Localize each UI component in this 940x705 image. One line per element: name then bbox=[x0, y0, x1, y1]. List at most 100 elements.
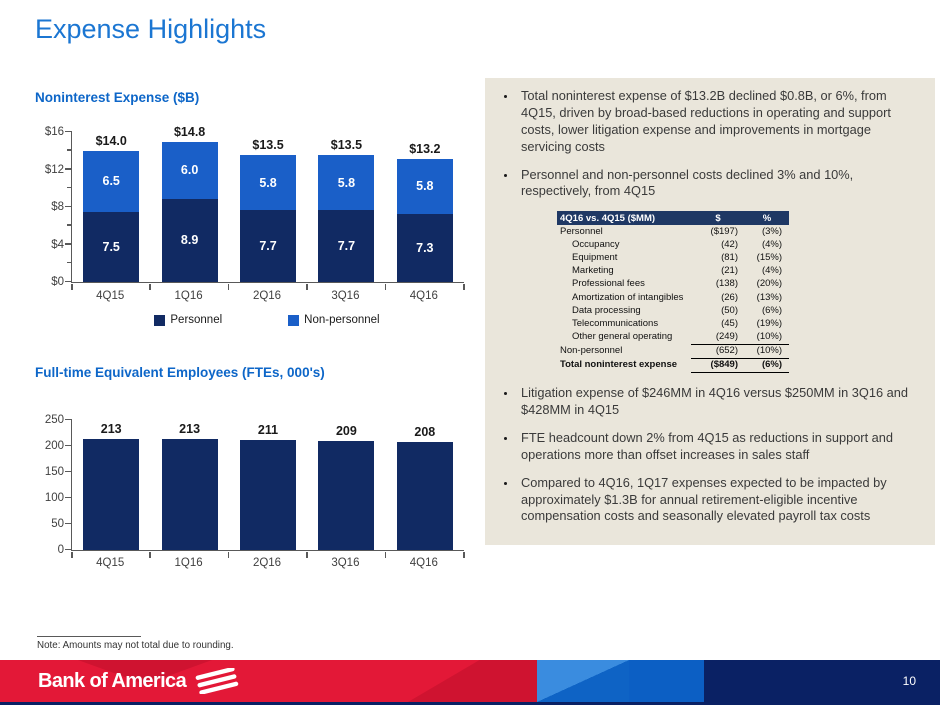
table-cell-label: Total noninterest expense bbox=[560, 359, 678, 371]
table-cell-pct: (4%) bbox=[761, 265, 782, 277]
table-cell-dollar: ($197) bbox=[710, 225, 738, 237]
legend-item-Personnel: Personnel bbox=[154, 314, 222, 326]
table-cell-dollar: (81) bbox=[721, 252, 738, 264]
table-header-pct: % bbox=[745, 211, 789, 226]
y-minor-tick-mark bbox=[67, 149, 72, 151]
bar-segment-Non-personnel: 5.8 bbox=[318, 155, 375, 210]
table-cell-pct: (19%) bbox=[756, 317, 782, 329]
y-tick-mark bbox=[65, 418, 72, 420]
y-tick-mark bbox=[65, 205, 72, 207]
bar-segment-Personnel: 8.9 bbox=[161, 198, 218, 282]
bullet-item: Compared to 4Q16, 1Q17 expenses expected… bbox=[517, 475, 919, 526]
table-cell-pct: (3%) bbox=[761, 225, 782, 237]
x-tick-label: 2Q16 bbox=[252, 290, 282, 302]
x-tick-label: 1Q16 bbox=[174, 557, 203, 569]
table-cell-label: Data processing bbox=[572, 304, 641, 316]
x-tick-mark bbox=[149, 551, 151, 558]
fte-x-axis: 4Q15 1Q16 2Q16 3Q16 4Q16 bbox=[71, 557, 463, 569]
y-tick-mark bbox=[65, 548, 72, 550]
legend-label: Non-personnel bbox=[304, 314, 380, 326]
x-tick-mark bbox=[227, 551, 230, 558]
bar-group-2Q16: $13.5 5.8 7.7 bbox=[229, 132, 307, 282]
y-tick-label: $16 bbox=[44, 126, 64, 138]
legend-swatch bbox=[154, 314, 166, 326]
table-cell-dollar: ($849) bbox=[691, 358, 745, 374]
table-row: Occupancy (42) (4%) bbox=[557, 239, 789, 252]
bar-stack: 5.8 7.7 bbox=[318, 155, 375, 282]
table-cell-label: Occupancy bbox=[572, 239, 620, 250]
bar-segment-2Q16 bbox=[240, 440, 297, 550]
x-tick-label: 4Q16 bbox=[409, 557, 438, 569]
bar-segment-Non-personnel: 6.5 bbox=[83, 150, 140, 212]
table-row: Professional fees (138) (20%) bbox=[557, 278, 789, 291]
noninterest-expense-y-axis: $0 $4 $8 $12 $16 bbox=[33, 126, 69, 288]
legend-label: Personnel bbox=[170, 314, 223, 326]
bar-segment-Non-personnel: 5.8 bbox=[240, 155, 297, 210]
table-cell-dollar: (21) bbox=[721, 265, 738, 277]
table-row: Total noninterest expense ($849) (6%) bbox=[557, 358, 789, 374]
table-cell-pct: (10%) bbox=[745, 344, 789, 359]
x-tick-mark bbox=[306, 551, 308, 558]
table-row: Non-personnel (652) (10%) bbox=[557, 344, 789, 359]
x-tick-mark bbox=[71, 551, 73, 558]
bar-segment-3Q16 bbox=[318, 441, 375, 550]
table-cell-pct: (13%) bbox=[756, 291, 782, 303]
bar-segment-Non-personnel: 5.8 bbox=[396, 159, 453, 214]
x-tick-mark bbox=[384, 551, 387, 558]
commentary-panel: Total noninterest expense of $13.2B decl… bbox=[485, 78, 935, 545]
y-minor-tick-mark bbox=[67, 186, 72, 189]
bar-group-4Q16: $13.2 5.8 7.3 bbox=[386, 132, 464, 282]
footer-blue-band-light bbox=[537, 660, 629, 702]
footnote-rule bbox=[37, 636, 141, 637]
table-cell-dollar: (50) bbox=[721, 304, 738, 316]
x-tick-mark bbox=[227, 283, 230, 290]
table-header-label: 4Q16 vs. 4Q15 ($MM) bbox=[557, 211, 691, 226]
x-tick-label: 2Q16 bbox=[252, 557, 282, 569]
table-cell-pct: (10%) bbox=[745, 330, 789, 345]
bar-value-label: 208 bbox=[414, 424, 436, 439]
bar-stack: 6.5 7.5 bbox=[83, 150, 140, 282]
bar-segment-4Q16 bbox=[396, 441, 453, 550]
x-tick-label: 1Q16 bbox=[174, 290, 203, 302]
table-header-dollar: $ bbox=[691, 211, 745, 226]
bar-segment-Personnel: 7.7 bbox=[318, 209, 375, 282]
table-cell-pct: (6%) bbox=[761, 304, 782, 316]
table-cell-label: Equipment bbox=[572, 252, 618, 264]
y-tick-label: 250 bbox=[44, 414, 64, 426]
bar-stack bbox=[318, 441, 375, 550]
table-row: Telecommunications (45) (19%) bbox=[557, 317, 789, 330]
bar-value-label: 209 bbox=[335, 424, 357, 439]
noninterest-expense-chart: $14.0 6.5 7.5 $14.8 6.0 8.9 $13.5 5.8 7.7 $13.5 5.… bbox=[65, 125, 465, 290]
table-cell-dollar: (138) bbox=[715, 278, 738, 290]
bar-group-4Q15: 213 bbox=[72, 420, 150, 550]
table-cell-label: Other general operating bbox=[572, 331, 673, 343]
bar-stack: 6.0 8.9 bbox=[161, 142, 218, 282]
page-number: 10 bbox=[902, 674, 916, 688]
table-cell-dollar: (652) bbox=[691, 344, 745, 359]
x-tick-mark bbox=[71, 283, 73, 290]
bar-stack: 5.8 7.7 bbox=[240, 155, 297, 282]
bar-stack bbox=[396, 441, 453, 550]
y-tick-label: $4 bbox=[51, 238, 64, 251]
bullet-item: Total noninterest expense of $13.2B decl… bbox=[517, 88, 919, 156]
bullet-list-top: Total noninterest expense of $13.2B decl… bbox=[485, 78, 935, 200]
table-row: Data processing (50) (6%) bbox=[557, 304, 789, 317]
y-tick-mark bbox=[65, 470, 72, 472]
x-tick-mark bbox=[384, 283, 387, 290]
x-tick-label: 3Q16 bbox=[331, 290, 360, 302]
y-tick-mark bbox=[65, 280, 72, 282]
bar-group-1Q16: $14.8 6.0 8.9 bbox=[150, 125, 228, 282]
bar-value-label: 213 bbox=[100, 422, 122, 437]
legend-swatch bbox=[288, 314, 300, 326]
fte-chart-title: Full-time Equivalent Employees (FTEs, 00… bbox=[35, 365, 325, 380]
footer-chevron-decoration bbox=[408, 660, 537, 702]
fte-y-axis: 0 50 100 150 200 250 bbox=[33, 414, 69, 556]
table-row: Amortization of intangibles (26) (13%) bbox=[557, 291, 789, 304]
y-tick-label: 0 bbox=[57, 544, 64, 556]
footer-banner: Bank of America 10 bbox=[0, 660, 940, 702]
y-tick-mark bbox=[65, 444, 72, 446]
y-tick-label: 200 bbox=[44, 440, 64, 452]
bar-group-3Q16: 209 bbox=[307, 420, 385, 550]
bullet-item: Litigation expense of $246MM in 4Q16 ver… bbox=[517, 385, 919, 419]
footnote-text: Note: Amounts may not total due to round… bbox=[37, 640, 234, 651]
